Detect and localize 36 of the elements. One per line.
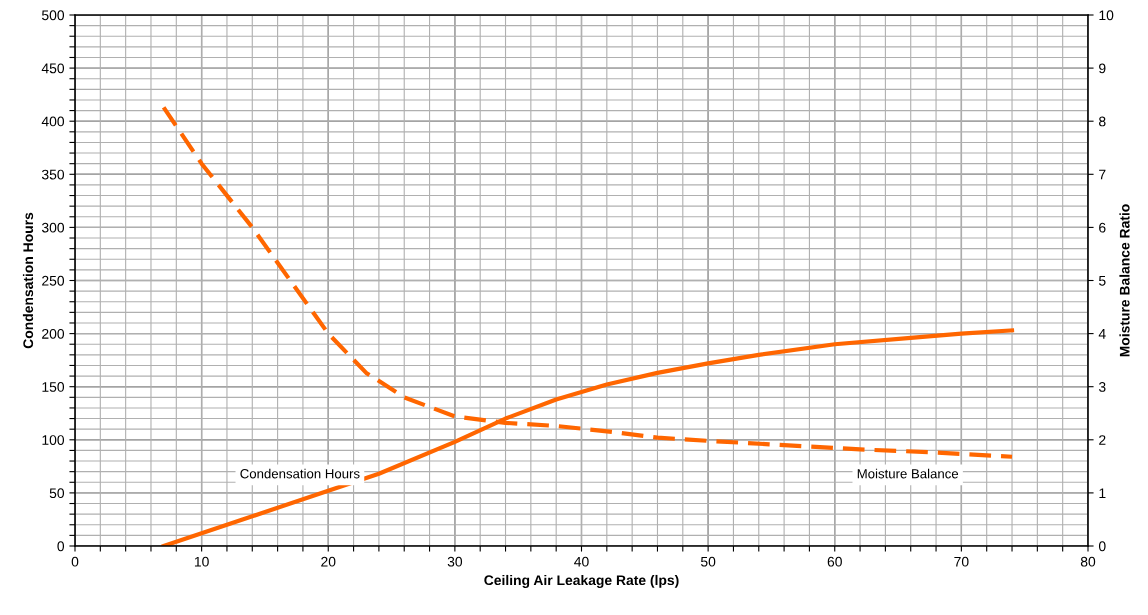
y2-tick-label: 5: [1098, 275, 1106, 286]
x-tick-label: 50: [700, 556, 716, 567]
y2-tick-label: 2: [1099, 435, 1106, 445]
x-tick-label: 30: [447, 556, 463, 567]
y-axis-title: Condensation Hours: [22, 212, 34, 349]
x-tick-label: 60: [827, 556, 842, 567]
x-tick-label: 80: [1080, 556, 1096, 567]
y-tick-label: 400: [41, 116, 65, 127]
annotation: Condensation Hours: [240, 468, 360, 479]
x-axis-title: Ceiling Air Leakage Rate (lps): [484, 574, 679, 588]
x-tick-label: 10: [194, 556, 209, 567]
y-tick-label: 0: [57, 541, 65, 552]
y2-tick-label: 9: [1099, 63, 1106, 74]
y-tick-label: 450: [41, 63, 65, 74]
x-tick-label: 70: [954, 556, 969, 567]
y-tick-label: 350: [41, 169, 65, 180]
y2-tick-label: 3: [1098, 382, 1106, 392]
annotation: Moisture Balance: [857, 468, 959, 479]
y2-tick-label: 0: [1098, 541, 1106, 552]
y2-tick-label: 1: [1099, 488, 1106, 498]
x-tick-label: 20: [321, 556, 336, 567]
y-tick-label: 250: [42, 275, 65, 286]
x-tick-label: 40: [574, 556, 589, 567]
y-tick-label: 300: [41, 222, 65, 233]
y2-tick-label: 4: [1098, 329, 1106, 339]
x-tick-label: 0: [71, 556, 79, 567]
y-tick-label: 100: [42, 435, 65, 445]
y-tick-label: 150: [42, 382, 65, 392]
y-tick-label: 500: [41, 10, 65, 21]
y2-axis-title: Moisture Balance Ratio: [1119, 204, 1130, 357]
y2-tick-label: 8: [1099, 116, 1106, 127]
y-tick-label: 50: [49, 488, 65, 499]
y-tick-label: 200: [42, 328, 65, 339]
y2-tick-label: 10: [1099, 10, 1114, 21]
y2-tick-label: 6: [1099, 222, 1106, 233]
y2-tick-label: 7: [1099, 169, 1106, 180]
